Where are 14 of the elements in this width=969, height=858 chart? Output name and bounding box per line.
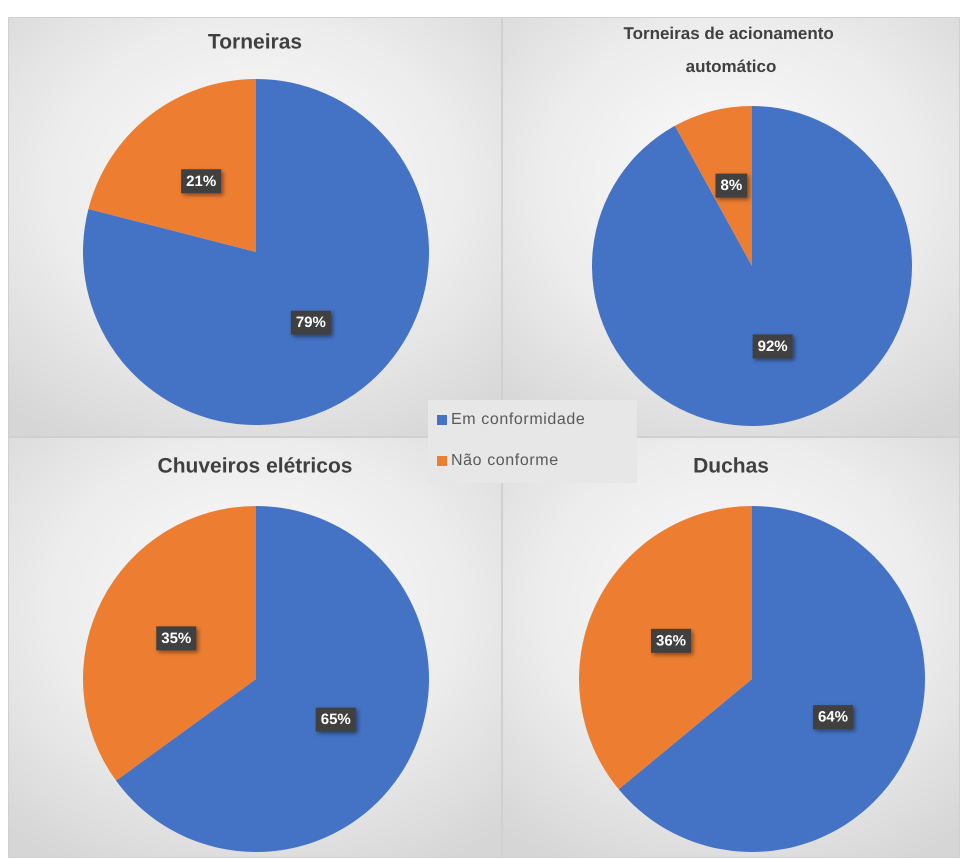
legend-label: Não conforme — [451, 452, 559, 470]
chart-title: Torneiras de acionamento automático — [623, 24, 839, 76]
chart-title: Duchas — [693, 454, 769, 478]
data-label: 8% — [720, 177, 742, 194]
data-label: 35% — [161, 630, 192, 647]
data-label: 64% — [818, 708, 848, 726]
data-label: 65% — [320, 711, 351, 728]
data-label: 79% — [296, 314, 326, 332]
chart-title: Torneiras — [208, 30, 302, 54]
data-label: 21% — [186, 172, 216, 190]
data-label: 92% — [758, 338, 788, 355]
chart-title: Chuveiros elétricos — [158, 454, 352, 478]
data-label: 36% — [656, 632, 686, 650]
legend-label: Em conformidade — [451, 411, 586, 429]
